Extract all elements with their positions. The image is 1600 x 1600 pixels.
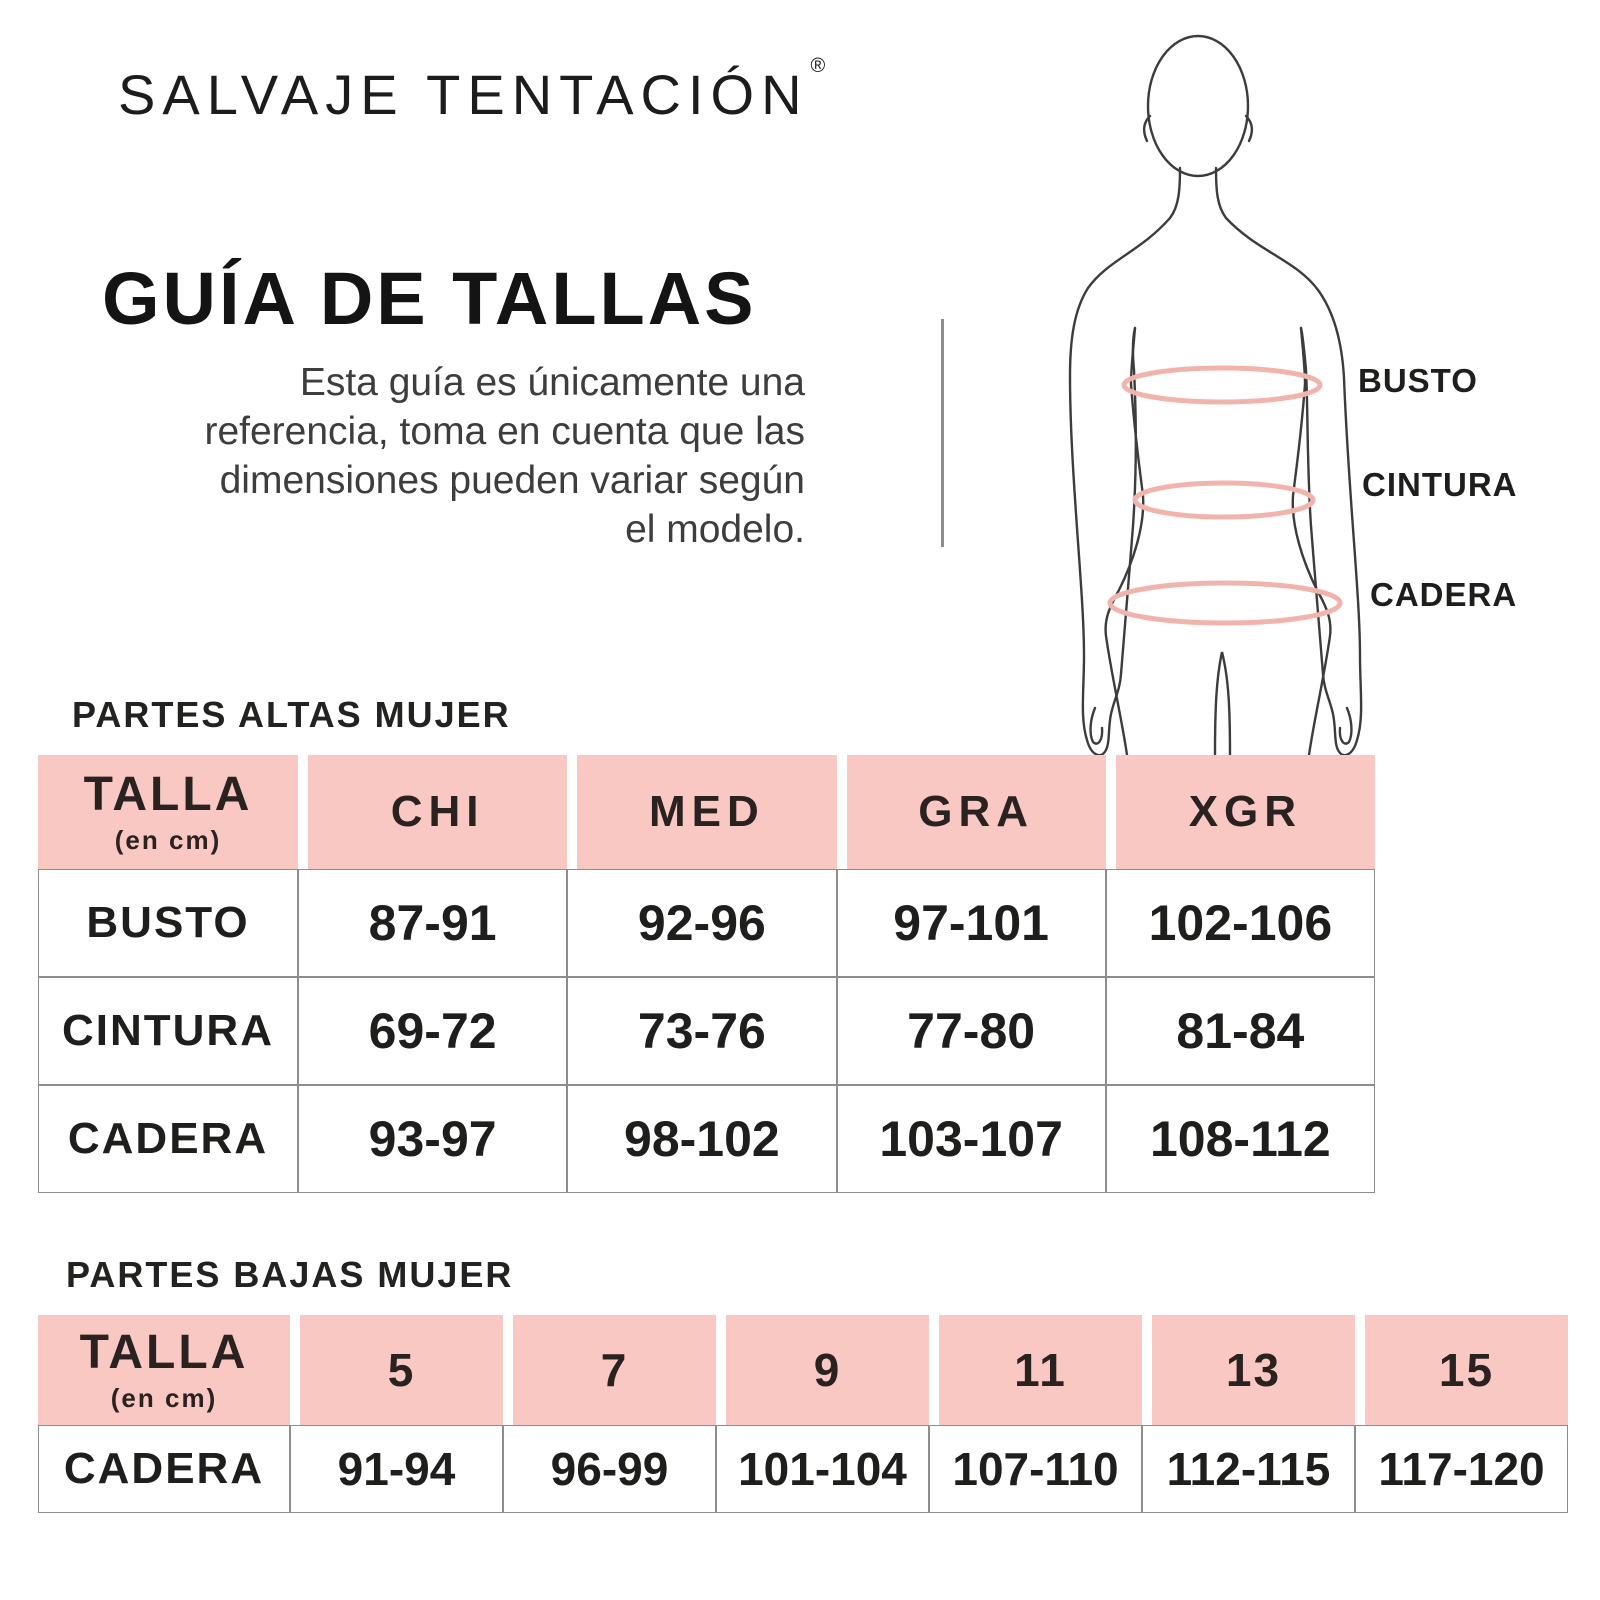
talla-label: TALLA (79, 1326, 249, 1379)
header-cell-size-15: 15 (1355, 1315, 1568, 1425)
header-cell-gra: GRA (836, 755, 1106, 869)
row-label-busto: BUSTO (38, 869, 298, 977)
hip-measure-line (1107, 580, 1343, 626)
right-hand-thumb (1338, 706, 1353, 745)
header-cell-talla: TALLA (en cm) (38, 755, 298, 869)
page-title: GUÍA DE TALLAS (102, 257, 757, 340)
header-cell-size-11: 11 (929, 1315, 1142, 1425)
left-hand-thumb (1089, 706, 1104, 745)
talla-unit-label: (en cm) (110, 1383, 218, 1413)
brand-logo: SALVAJE TENTACIÓN ® (118, 55, 825, 127)
table-header-row: TALLA (en cm) 5 7 9 11 13 15 (38, 1315, 1568, 1425)
header-cell-talla: TALLA (en cm) (38, 1315, 290, 1425)
header-cell-chi: CHI (298, 755, 568, 869)
row-label-cadera: CADERA (38, 1085, 298, 1193)
header-cell-size-9: 9 (716, 1315, 929, 1425)
torso-right-outline (1291, 326, 1332, 755)
registered-trademark-mark: ® (810, 55, 826, 78)
cell-cadera-med: 98-102 (567, 1085, 837, 1193)
cell-cadera-15: 117-120 (1355, 1425, 1568, 1513)
cell-busto-gra: 97-101 (836, 869, 1106, 977)
bust-label: BUSTO (1358, 362, 1478, 399)
cell-cadera-9: 101-104 (716, 1425, 929, 1513)
body-silhouette-illustration (1068, 34, 1363, 755)
cell-cadera-11: 107-110 (929, 1425, 1142, 1513)
size-table-partes-bajas: TALLA (en cm) 5 7 9 11 13 15 CADERA 91-9… (38, 1315, 1568, 1513)
header-cell-size-5: 5 (290, 1315, 503, 1425)
section-title-partes-bajas: PARTES BAJAS MUJER (66, 1254, 514, 1295)
inner-legs-outline (1213, 651, 1232, 755)
header-cell-size-13: 13 (1142, 1315, 1355, 1425)
row-label-cadera: CADERA (38, 1425, 290, 1513)
cell-cadera-5: 91-94 (290, 1425, 503, 1513)
head-outline (1146, 34, 1250, 178)
cell-busto-chi: 87-91 (298, 869, 568, 977)
header-cell-xgr: XGR (1105, 755, 1375, 869)
header-cell-size-7: 7 (503, 1315, 716, 1425)
intro-description: Esta guía es únicamente una referencia, … (204, 361, 805, 552)
section-title-partes-altas: PARTES ALTAS MUJER (72, 694, 511, 735)
bust-measure-line (1121, 365, 1323, 405)
cell-cadera-13: 112-115 (1142, 1425, 1355, 1513)
waist-label: CINTURA (1362, 466, 1518, 503)
cell-cadera-gra: 103-107 (836, 1085, 1106, 1193)
hip-label: CADERA (1370, 576, 1518, 613)
talla-unit-label: (en cm) (114, 825, 222, 855)
right-arm-outline (1214, 166, 1363, 755)
waist-measure-line (1132, 480, 1316, 520)
right-ear (1244, 114, 1254, 143)
table-body: BUSTO 87-91 92-96 97-101 102-106 CINTURA… (38, 869, 1375, 1193)
cell-cintura-med: 73-76 (567, 977, 837, 1085)
vertical-divider (941, 319, 944, 547)
cell-cadera-xgr: 108-112 (1105, 1085, 1375, 1193)
brand-name: SALVAJE TENTACIÓN (118, 63, 809, 126)
left-ear (1142, 114, 1152, 143)
cell-busto-xgr: 102-106 (1105, 869, 1375, 977)
table-header-row: TALLA (en cm) CHI MED GRA XGR (38, 755, 1375, 869)
header-cell-med: MED (567, 755, 837, 869)
size-table-partes-altas: TALLA (en cm) CHI MED GRA XGR BUSTO 87-9… (38, 755, 1375, 1193)
cell-cintura-chi: 69-72 (298, 977, 568, 1085)
talla-label: TALLA (83, 768, 253, 821)
torso-left-outline (1104, 326, 1145, 755)
cell-busto-med: 92-96 (567, 869, 837, 977)
cell-cintura-xgr: 81-84 (1105, 977, 1375, 1085)
cell-cadera-chi: 93-97 (298, 1085, 568, 1193)
table-body: CADERA 91-94 96-99 101-104 107-110 112-1… (38, 1425, 1568, 1513)
cell-cadera-7: 96-99 (503, 1425, 716, 1513)
cell-cintura-gra: 77-80 (836, 977, 1106, 1085)
left-arm-outline (1068, 166, 1182, 755)
row-label-cintura: CINTURA (38, 977, 298, 1085)
